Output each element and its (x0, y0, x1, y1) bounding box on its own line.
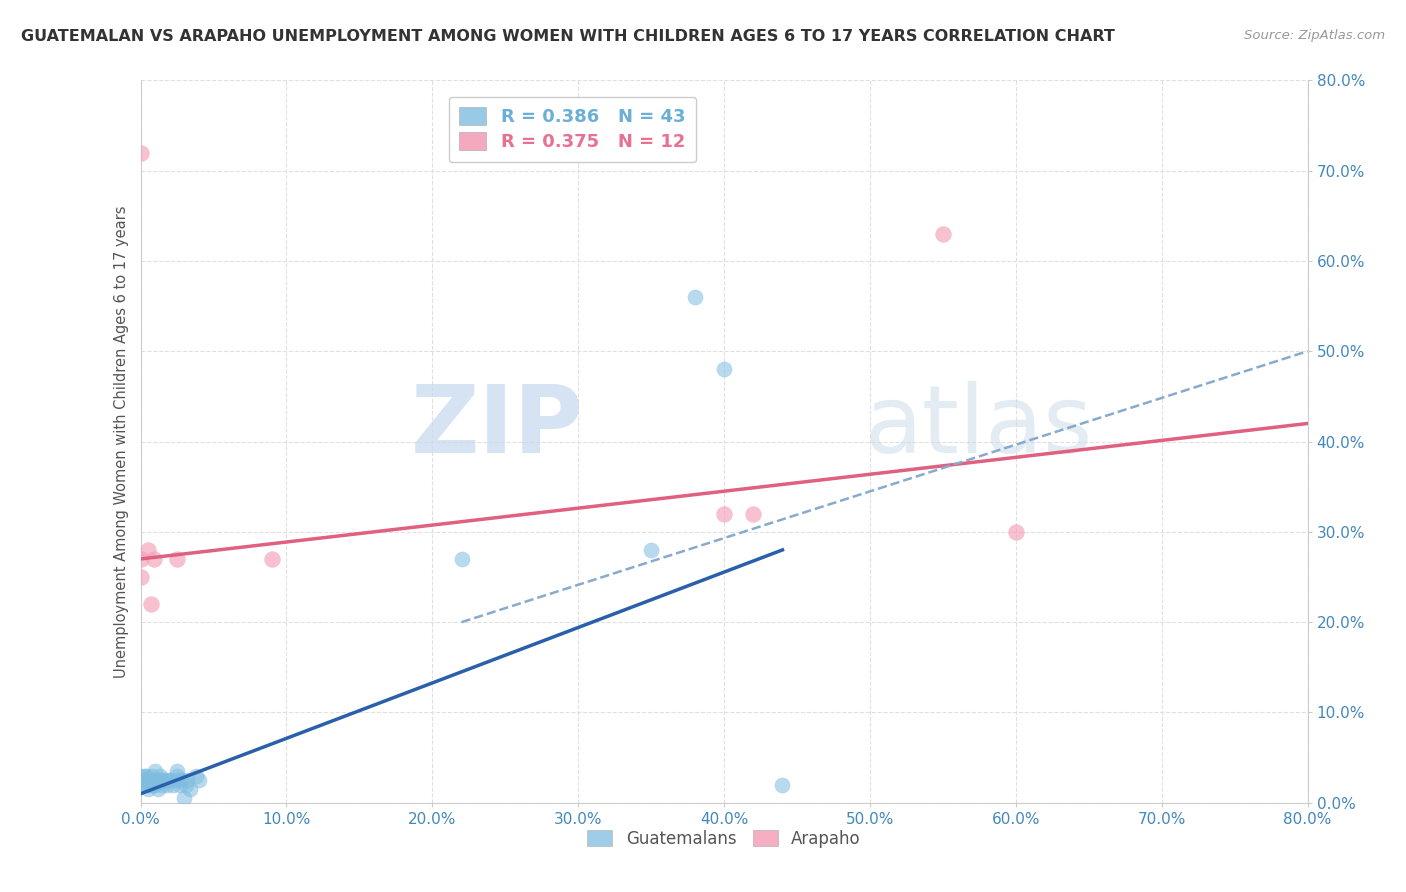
Point (170, 773, 193, 788)
Point (159, 773, 181, 788)
Point (142, 773, 165, 788)
Point (176, 773, 198, 788)
Point (142, 552, 165, 566)
Point (184, 769, 207, 783)
Point (148, 769, 170, 783)
Y-axis label: Unemployment Among Women with Children Ages 6 to 17 years: Unemployment Among Women with Children A… (114, 205, 129, 678)
Point (129, 552, 152, 566)
Point (932, 227, 955, 241)
Point (139, 778, 162, 792)
Point (713, 362, 735, 376)
Point (136, 782, 159, 797)
Point (166, 764, 188, 779)
Point (152, 778, 174, 792)
Point (742, 507, 765, 521)
Point (174, 778, 197, 792)
Point (129, 773, 152, 788)
Point (146, 782, 169, 797)
Point (143, 778, 166, 792)
Point (132, 778, 155, 792)
Point (1005, 524, 1028, 539)
Point (146, 773, 169, 788)
Point (129, 769, 152, 783)
Point (260, 552, 283, 566)
Text: atlas: atlas (865, 381, 1092, 473)
Point (166, 552, 188, 566)
Point (162, 778, 184, 792)
Point (129, 145, 152, 160)
Point (142, 778, 165, 792)
Point (173, 791, 195, 805)
Text: ZIP: ZIP (411, 381, 583, 473)
Point (136, 542, 159, 557)
Point (136, 778, 159, 792)
Point (683, 290, 706, 304)
Point (772, 778, 794, 792)
Legend: Guatemalans, Arapaho: Guatemalans, Arapaho (579, 822, 869, 856)
Point (139, 597, 162, 611)
Point (169, 778, 191, 792)
Text: Source: ZipAtlas.com: Source: ZipAtlas.com (1244, 29, 1385, 42)
Point (713, 507, 735, 521)
Point (166, 769, 188, 783)
Point (143, 764, 166, 779)
Point (134, 773, 156, 788)
Point (155, 773, 177, 788)
Point (166, 773, 188, 788)
Point (135, 769, 157, 783)
Point (152, 773, 174, 788)
Point (150, 773, 173, 788)
Point (159, 773, 181, 788)
Point (134, 769, 156, 783)
Point (179, 782, 201, 797)
Point (450, 552, 472, 566)
Point (141, 769, 163, 783)
Point (640, 542, 662, 557)
Text: GUATEMALAN VS ARAPAHO UNEMPLOYMENT AMONG WOMEN WITH CHILDREN AGES 6 TO 17 YEARS : GUATEMALAN VS ARAPAHO UNEMPLOYMENT AMONG… (21, 29, 1115, 44)
Point (138, 773, 160, 788)
Point (129, 570, 152, 584)
Point (188, 773, 211, 788)
Point (156, 778, 179, 792)
Point (138, 778, 160, 792)
